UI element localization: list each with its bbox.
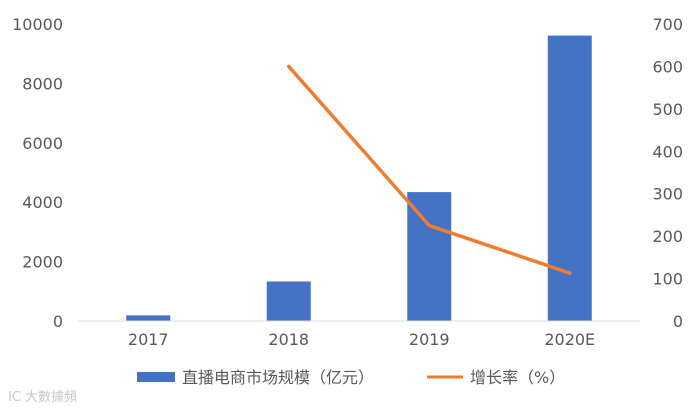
- right-tick-label: 200: [652, 227, 683, 246]
- right-tick-label: 100: [652, 270, 683, 289]
- bar-2018: [266, 281, 311, 321]
- bar-2019: [407, 192, 452, 321]
- right-tick-label: 600: [652, 57, 683, 76]
- legend: 直播电商市场规模（亿元） 增长率（%）: [137, 368, 565, 387]
- x-tick-label-2019: 2019: [409, 330, 450, 349]
- left-tick-label: 0: [53, 312, 63, 331]
- x-tick-label-2018: 2018: [268, 330, 309, 349]
- bar-2020e: [547, 35, 592, 321]
- left-tick-label: 4000: [22, 193, 63, 212]
- right-tick-label: 0: [673, 312, 683, 331]
- growth-point-2020e: [568, 271, 572, 275]
- x-axis-tick-labels: 2017 2018 2019 2020E: [128, 330, 595, 349]
- bar-series: [126, 35, 592, 321]
- right-tick-label: 500: [652, 100, 683, 119]
- right-tick-label: 400: [652, 142, 683, 161]
- legend-swatch-bar: [137, 372, 175, 382]
- legend-label-line: 增长率（%）: [470, 368, 565, 387]
- watermark-logo: IC 大數據頻: [8, 390, 78, 405]
- growth-point-2019: [427, 224, 431, 228]
- x-tick-label-2020e: 2020E: [544, 330, 595, 349]
- left-tick-label: 2000: [22, 253, 63, 272]
- growth-point-2018: [287, 64, 291, 68]
- left-tick-label: 8000: [22, 74, 63, 93]
- x-tick-label-2017: 2017: [128, 330, 169, 349]
- right-tick-label: 300: [652, 185, 683, 204]
- legend-label-bar: 直播电商市场规模（亿元）: [182, 368, 374, 387]
- growth-line-series: [287, 64, 572, 275]
- right-tick-label: 700: [652, 15, 683, 34]
- left-tick-label: 6000: [22, 134, 63, 153]
- right-axis-tick-labels: 0 100 200 300 400 500 600 700: [652, 15, 683, 331]
- left-axis-tick-labels: 0 2000 4000 6000 8000 10000: [12, 15, 63, 331]
- left-tick-label: 10000: [12, 15, 63, 34]
- bar-2017: [126, 315, 171, 321]
